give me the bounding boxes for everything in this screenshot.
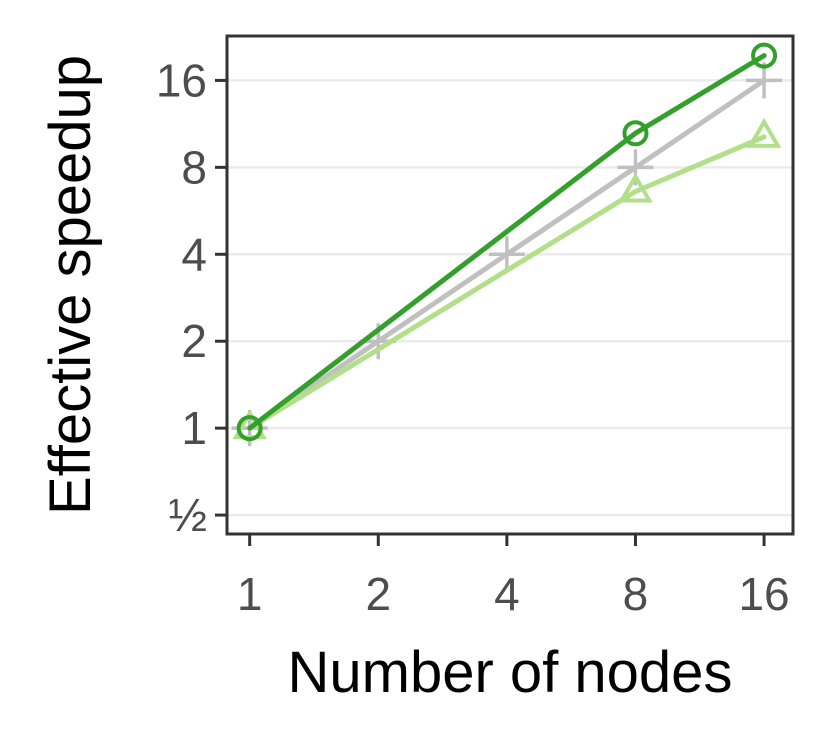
y-tick-label: ½	[169, 489, 207, 541]
y-tick-label: 2	[181, 315, 207, 367]
series-triangle	[232, 117, 782, 440]
grid-layer	[227, 79, 793, 517]
plot-frame	[225, 34, 795, 536]
data-point-triangle	[618, 172, 653, 203]
x-axis-title: Number of nodes	[288, 640, 733, 705]
y-tick-label: 8	[181, 141, 207, 193]
y-tick-label: 1	[181, 402, 207, 454]
x-tick-label: 16	[738, 568, 789, 620]
x-tick-label: 8	[623, 568, 649, 620]
data-point-triangle	[746, 117, 782, 148]
data-point-circle	[236, 415, 263, 442]
series-line	[247, 134, 767, 431]
data-point-circle	[622, 120, 649, 147]
y-axis-title: Effective speedup	[38, 55, 103, 515]
y-tick-label: 16	[156, 54, 207, 106]
data-point-plus	[488, 236, 525, 273]
data-point-circle	[751, 42, 778, 69]
series-circle	[236, 42, 778, 442]
x-tick-label: 4	[494, 568, 520, 620]
x-tick-label: 1	[237, 568, 263, 620]
series-line	[247, 53, 767, 431]
y-tick-label: 4	[181, 228, 207, 280]
series-layer	[231, 42, 783, 447]
x-tick-label: 2	[365, 568, 391, 620]
